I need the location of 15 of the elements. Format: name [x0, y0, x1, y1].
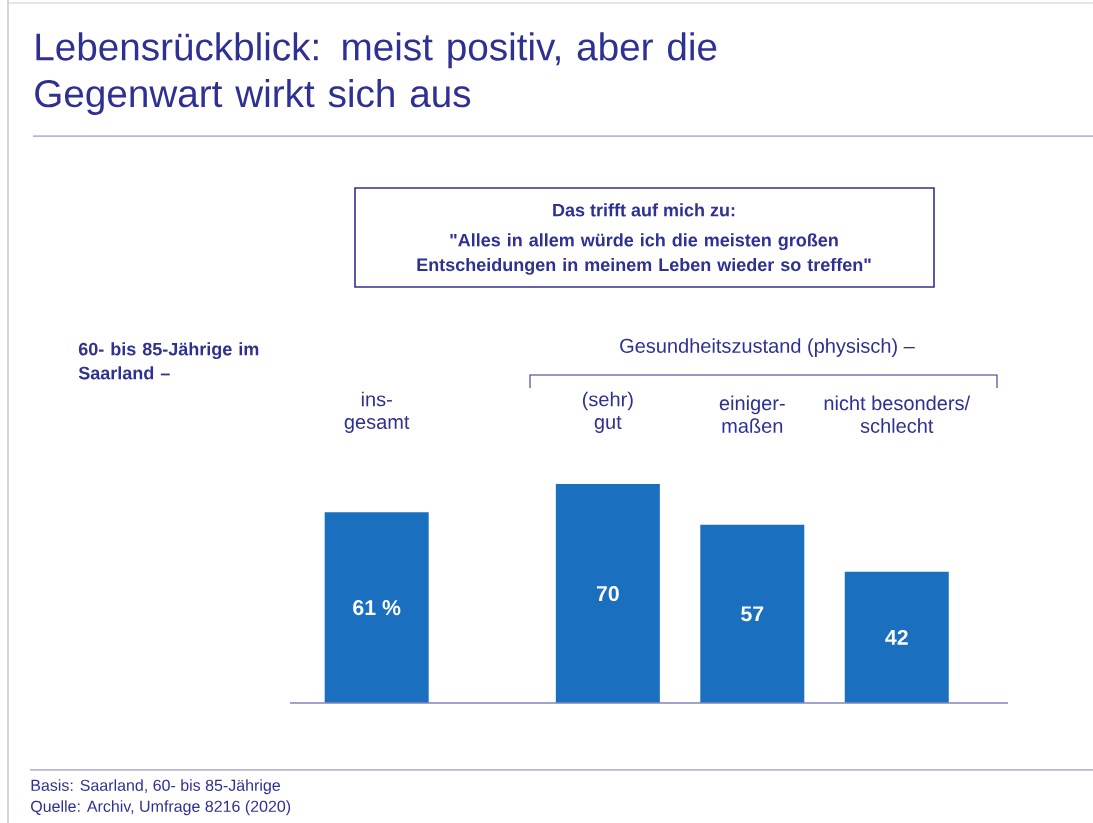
text: 60- bis 85-Jährige im Saarland –	[78, 342, 259, 380]
data-label: 42	[885, 629, 908, 645]
data-label: 57	[741, 606, 764, 622]
x-tick-label: ins-gesamt	[344, 391, 410, 433]
x-tick-label: nicht besonders/ schlecht	[824, 395, 971, 433]
x-tick-label: einiger-maßen	[719, 395, 785, 433]
source-note: Quelle: Archiv, Umfrage 8216 (2020)	[31, 800, 291, 816]
data-label: 61 %	[353, 600, 401, 616]
text: Gesundheitszustand (physisch) –	[620, 338, 915, 357]
data-label: 70	[596, 586, 619, 602]
text: Basis: Saarland, 60- bis 85-Jährige	[31, 779, 280, 795]
text: "Alles in allem würde ich die meisten großen Entscheidungen in meinem Leben wieder so treffen"	[417, 233, 871, 275]
chart-subtitle: Das trifft auf mich zu:	[553, 203, 735, 217]
x-tick-label: (sehr) gut	[582, 391, 633, 433]
chart-title: Lebensrückblick: meist positiv, aber die Gegenwart wirkt sich aus	[35, 32, 717, 115]
